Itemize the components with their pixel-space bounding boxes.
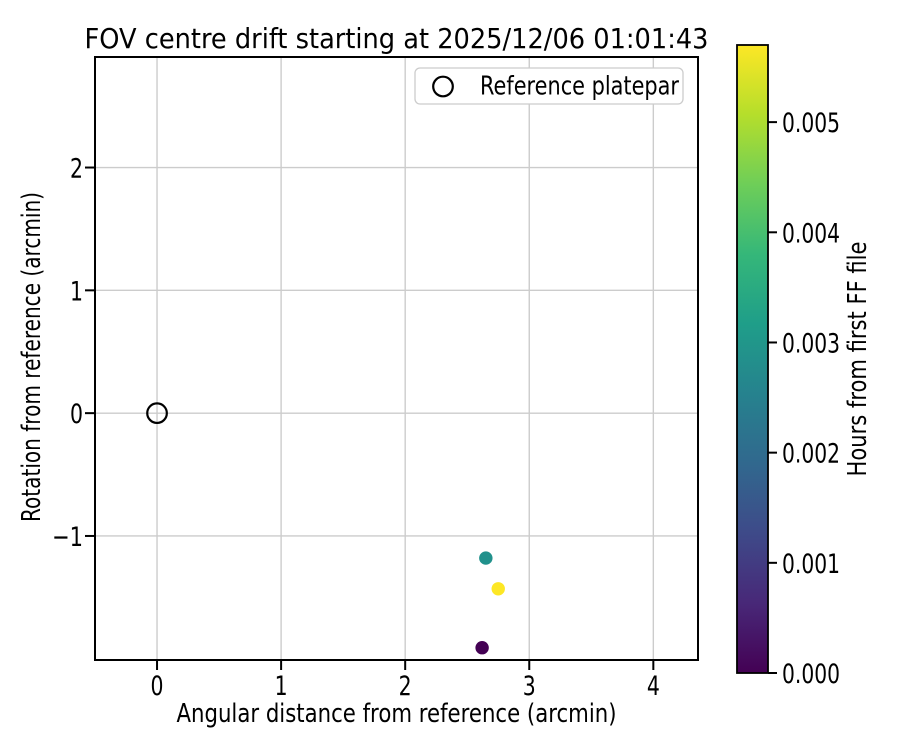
x-tick-label: 0 (151, 671, 164, 702)
x-tick-label: 3 (523, 671, 536, 702)
colorbar-outline (736, 44, 769, 674)
scatter-point (491, 582, 505, 596)
colorbar-tick-label: 0.005 (782, 108, 840, 139)
reference-platepar-marker (146, 402, 168, 425)
colorbar-gradient (737, 45, 768, 673)
scatter-point (479, 551, 493, 565)
x-tick-label: 1 (275, 671, 288, 702)
legend-label: Reference platepar (480, 72, 679, 102)
x-axis-label: Angular distance from reference (arcmin) (177, 699, 617, 729)
plot-border (94, 56, 699, 661)
colorbar-tick-label: 0.000 (782, 659, 840, 690)
x-tick-label: 2 (399, 671, 412, 702)
legend-marker-icon (432, 75, 454, 98)
colorbar-tick-label: 0.002 (782, 439, 840, 470)
y-axis-label: Rotation from reference (arcmin) (17, 192, 47, 522)
chart-title: FOV centre drift starting at 2025/12/06 … (85, 22, 709, 55)
x-tick-label: 4 (647, 671, 660, 702)
y-tick-label: 1 (70, 276, 83, 307)
y-tick-label: 2 (70, 154, 83, 185)
y-tick-label: −1 (52, 522, 83, 553)
colorbar-tick-label: 0.001 (782, 549, 840, 580)
colorbar: 0.000 0.001 0.002 0.003 0.004 0.005 Hours from… (736, 44, 873, 690)
legend: Reference platepar (414, 67, 684, 105)
scatter-point (475, 641, 489, 655)
colorbar-tick-label: 0.003 (782, 328, 840, 359)
colorbar-axis-label: Hours from first FF file (843, 242, 873, 477)
colorbar-tick-label: 0.004 (782, 218, 840, 249)
y-tick-label: 0 (70, 399, 83, 430)
legend-box (414, 67, 684, 105)
